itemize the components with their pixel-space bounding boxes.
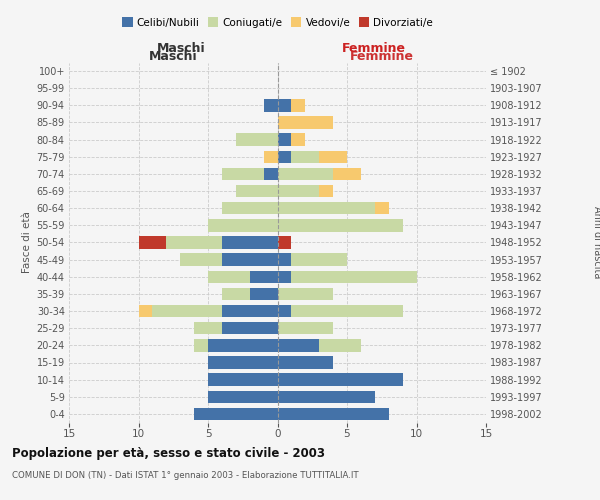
Bar <box>263 168 277 180</box>
Bar <box>333 168 361 180</box>
Text: Popolazione per età, sesso e stato civile - 2003: Popolazione per età, sesso e stato civil… <box>12 448 325 460</box>
Bar <box>277 236 292 248</box>
Bar <box>277 219 403 232</box>
Text: Anni di nascita: Anni di nascita <box>592 206 600 279</box>
Bar <box>222 305 277 317</box>
Bar <box>139 305 152 317</box>
Bar <box>222 322 277 334</box>
Bar <box>277 288 333 300</box>
Legend: Celibi/Nubili, Coniugati/e, Vedovi/e, Divorziati/e: Celibi/Nubili, Coniugati/e, Vedovi/e, Di… <box>122 18 433 28</box>
Bar <box>292 305 403 317</box>
Bar <box>277 116 333 128</box>
Bar <box>139 236 166 248</box>
Bar <box>222 236 277 248</box>
Bar <box>222 168 263 180</box>
Bar <box>208 270 250 283</box>
Bar <box>277 168 333 180</box>
Bar <box>166 236 222 248</box>
Text: Femmine: Femmine <box>341 42 406 56</box>
Bar <box>277 134 292 146</box>
Bar <box>277 356 333 368</box>
Bar <box>222 202 277 214</box>
Bar <box>236 185 277 197</box>
Bar <box>277 254 292 266</box>
Bar <box>277 150 292 163</box>
Bar <box>319 150 347 163</box>
Bar <box>208 339 277 351</box>
Bar <box>194 408 277 420</box>
Bar <box>277 374 403 386</box>
Bar <box>222 254 277 266</box>
Bar <box>277 339 319 351</box>
Bar <box>194 339 208 351</box>
Bar <box>277 185 319 197</box>
Bar <box>180 254 222 266</box>
Bar <box>292 99 305 112</box>
Bar <box>250 270 277 283</box>
Bar <box>277 390 375 403</box>
Y-axis label: Fasce di età: Fasce di età <box>22 212 32 274</box>
Bar <box>208 219 277 232</box>
Bar <box>194 322 222 334</box>
Bar <box>152 305 222 317</box>
Bar <box>277 270 292 283</box>
Bar <box>236 134 277 146</box>
Bar <box>263 99 277 112</box>
Text: Maschi: Maschi <box>157 42 206 56</box>
Text: COMUNE DI DON (TN) - Dati ISTAT 1° gennaio 2003 - Elaborazione TUTTITALIA.IT: COMUNE DI DON (TN) - Dati ISTAT 1° genna… <box>12 471 359 480</box>
Text: Maschi: Maschi <box>149 50 197 62</box>
Bar <box>277 99 292 112</box>
Bar <box>277 202 375 214</box>
Bar <box>319 185 333 197</box>
Bar <box>208 390 277 403</box>
Bar <box>292 270 416 283</box>
Bar <box>292 134 305 146</box>
Bar <box>292 150 319 163</box>
Bar <box>375 202 389 214</box>
Bar <box>277 305 292 317</box>
Bar <box>277 322 333 334</box>
Bar <box>208 374 277 386</box>
Bar <box>250 288 277 300</box>
Bar <box>277 408 389 420</box>
Bar <box>208 356 277 368</box>
Text: Femmine: Femmine <box>350 50 414 62</box>
Bar <box>292 254 347 266</box>
Bar <box>263 150 277 163</box>
Bar <box>222 288 250 300</box>
Bar <box>319 339 361 351</box>
